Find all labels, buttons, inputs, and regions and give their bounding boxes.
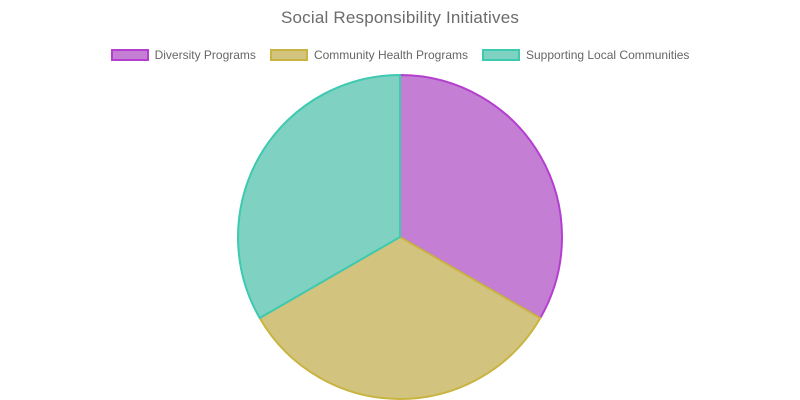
legend-item-diversity-programs[interactable]: Diversity Programs (110, 48, 256, 62)
legend-item-community-health-programs[interactable]: Community Health Programs (269, 48, 468, 62)
pie-slice-supporting-local-communities[interactable] (237, 74, 401, 319)
legend-swatch-community-health-programs (269, 49, 308, 61)
legend-item-supporting-local-communities[interactable]: Supporting Local Communities (482, 48, 689, 62)
chart-title: Social Responsibility Initiatives (280, 8, 520, 27)
pie-slice-diversity-programs[interactable] (399, 74, 563, 319)
legend-label-diversity-programs: Diversity Programs (154, 48, 256, 62)
legend-label-community-health-programs: Community Health Programs (313, 48, 468, 62)
legend-swatch-supporting-local-communities (482, 49, 520, 61)
legend-swatch-diversity-programs (110, 49, 149, 61)
legend: Diversity Programs Community Health Prog… (0, 48, 800, 62)
legend-label-supporting-local-communities: Supporting Local Communities (526, 48, 690, 62)
pie-slice-community-health-programs[interactable] (258, 236, 542, 400)
